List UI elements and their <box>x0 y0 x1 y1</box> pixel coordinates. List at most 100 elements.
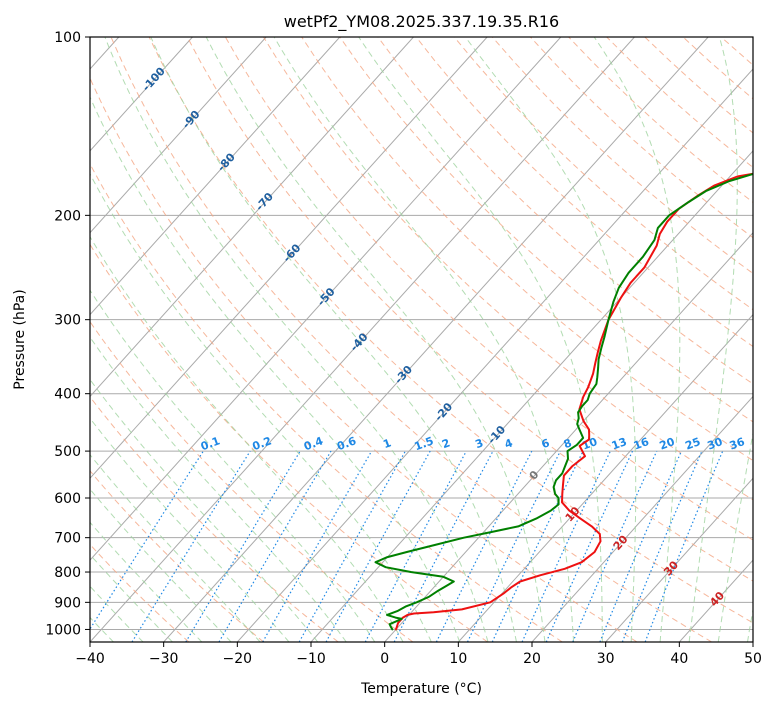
dry-adiabat-line <box>90 543 190 642</box>
mixing-ratio-line <box>131 450 251 642</box>
profile-series <box>374 172 753 631</box>
moist-adiabat-line <box>205 37 546 642</box>
temperature-line <box>395 172 753 631</box>
x-tick-label: 20 <box>523 651 541 667</box>
moist-adiabat-line <box>717 430 753 642</box>
mixing-ratio-line <box>644 450 724 642</box>
isotherm-line <box>90 37 341 316</box>
mixing-ratio-line <box>621 450 703 642</box>
x-tick-label: 10 <box>449 651 467 667</box>
moist-adiabat-line <box>273 37 575 642</box>
dry-adiabat-line <box>377 37 753 385</box>
y-tick-label: 300 <box>54 313 81 329</box>
dry-adiabat-line <box>606 37 753 169</box>
y-tick-label: 1000 <box>45 622 81 638</box>
mixing-ratio-label: 0.6 <box>335 434 358 453</box>
isotherm-line <box>90 37 267 234</box>
y-tick-label: 500 <box>54 444 81 460</box>
mixing-ratio-labels: 0.1 0.2 0.4 0.6 1 1.5 2 3 4 6 8 10 13 16 20 25 30 36 <box>199 434 747 453</box>
x-tick-label: 0 <box>380 651 389 667</box>
y-tick-label: 900 <box>54 595 81 611</box>
x-tick-label: −30 <box>149 651 179 667</box>
moist-adiabat-line <box>104 37 489 642</box>
dewpoint-line <box>374 172 753 631</box>
dry-adiabat-line <box>90 396 339 642</box>
mixing-ratio-line <box>435 450 533 642</box>
x-tick-label: −40 <box>75 651 105 667</box>
isotherm-line <box>90 37 635 642</box>
dry-adiabat-line <box>453 37 753 311</box>
moist-adiabat-line <box>90 289 376 642</box>
mixing-ratio-label: 16 <box>632 435 651 453</box>
moist-adiabat-line <box>688 37 738 642</box>
mixing-ratio-label: 8 <box>562 436 574 451</box>
dry-adiabat-line <box>90 470 264 642</box>
y-tick-label: 100 <box>54 30 81 46</box>
plot-area: -100-90-80-70-60-50-40-30-20-10010203040… <box>90 37 753 642</box>
plot-frame <box>89 36 754 643</box>
mixing-ratio-label: 25 <box>683 435 702 452</box>
mixing-ratio-label: 0.4 <box>302 434 325 453</box>
isotherm-line <box>90 37 562 561</box>
isotherm-line <box>605 477 753 642</box>
isotherm-line <box>90 37 193 152</box>
isotherm-line <box>457 313 753 642</box>
moist-adiabat-line <box>358 37 603 642</box>
dry-adiabat-line <box>224 37 753 541</box>
y-axis-title: Pressure (hPa) <box>12 289 28 389</box>
moist-adiabat-line <box>90 378 319 642</box>
moist-adiabat-line <box>90 95 461 642</box>
isotherm-line <box>163 37 709 642</box>
isotherm-line <box>752 641 753 642</box>
dry-adiabat-line <box>90 320 414 642</box>
mixing-ratio-line <box>599 450 682 642</box>
isotherm-line <box>384 231 753 642</box>
dry-adiabat-line <box>720 37 753 66</box>
y-tick-label: 800 <box>54 565 81 581</box>
x-tick-label: 40 <box>670 651 688 667</box>
mixing-ratio-label: 6 <box>540 436 552 451</box>
dry-adiabat-line <box>682 37 753 100</box>
dry-adiabat-line <box>148 37 753 624</box>
x-axis-title: Temperature (°C) <box>360 681 482 697</box>
mixing-ratio-label: 36 <box>728 435 747 453</box>
mixing-ratio-label: 10 <box>580 435 599 453</box>
dry-adiabat-line <box>644 37 753 134</box>
mixing-ratio-label: 1.5 <box>413 434 436 453</box>
moist-adiabat-lines <box>90 37 753 642</box>
moist-adiabat-line <box>90 453 261 642</box>
mixing-ratio-label: 4 <box>503 436 515 451</box>
isotherm-line <box>531 395 753 642</box>
mixing-ratio-label: 0.1 <box>199 434 222 453</box>
isotherm-line <box>90 37 414 398</box>
mixing-ratio-line <box>90 450 204 631</box>
mixing-ratio-line <box>298 450 406 642</box>
dry-adiabat-line <box>530 37 753 239</box>
mixing-ratio-label: 3 <box>473 436 485 451</box>
moist-adiabat-line <box>90 172 432 642</box>
mixing-ratio-line <box>325 450 431 642</box>
mixing-ratio-lines <box>90 450 724 642</box>
mixing-ratio-label: 20 <box>658 435 677 453</box>
y-tick-label: 400 <box>54 387 81 403</box>
mixing-ratio-label: 13 <box>610 435 629 452</box>
moist-adiabat-line <box>747 607 753 642</box>
moist-adiabat-line <box>90 235 404 642</box>
mixing-ratio-label: 1 <box>381 436 393 451</box>
y-tick-label: 200 <box>54 208 81 224</box>
mixing-ratio-line <box>545 450 634 642</box>
x-tick-label: 30 <box>597 651 615 667</box>
dry-adiabat-lines <box>90 37 753 642</box>
x-tick-label: −20 <box>223 651 253 667</box>
dry-adiabat-line <box>90 162 563 642</box>
moist-adiabat-line <box>593 37 681 642</box>
isotherm-line <box>310 150 753 642</box>
moist-adiabat-line <box>90 417 290 642</box>
dry-adiabat-line <box>263 37 753 501</box>
dry-adiabat-line <box>110 37 712 642</box>
x-axis-ticks: −40 −30 −20 −10 0 10 20 30 40 50 <box>75 642 762 667</box>
y-tick-label: 700 <box>54 531 81 547</box>
